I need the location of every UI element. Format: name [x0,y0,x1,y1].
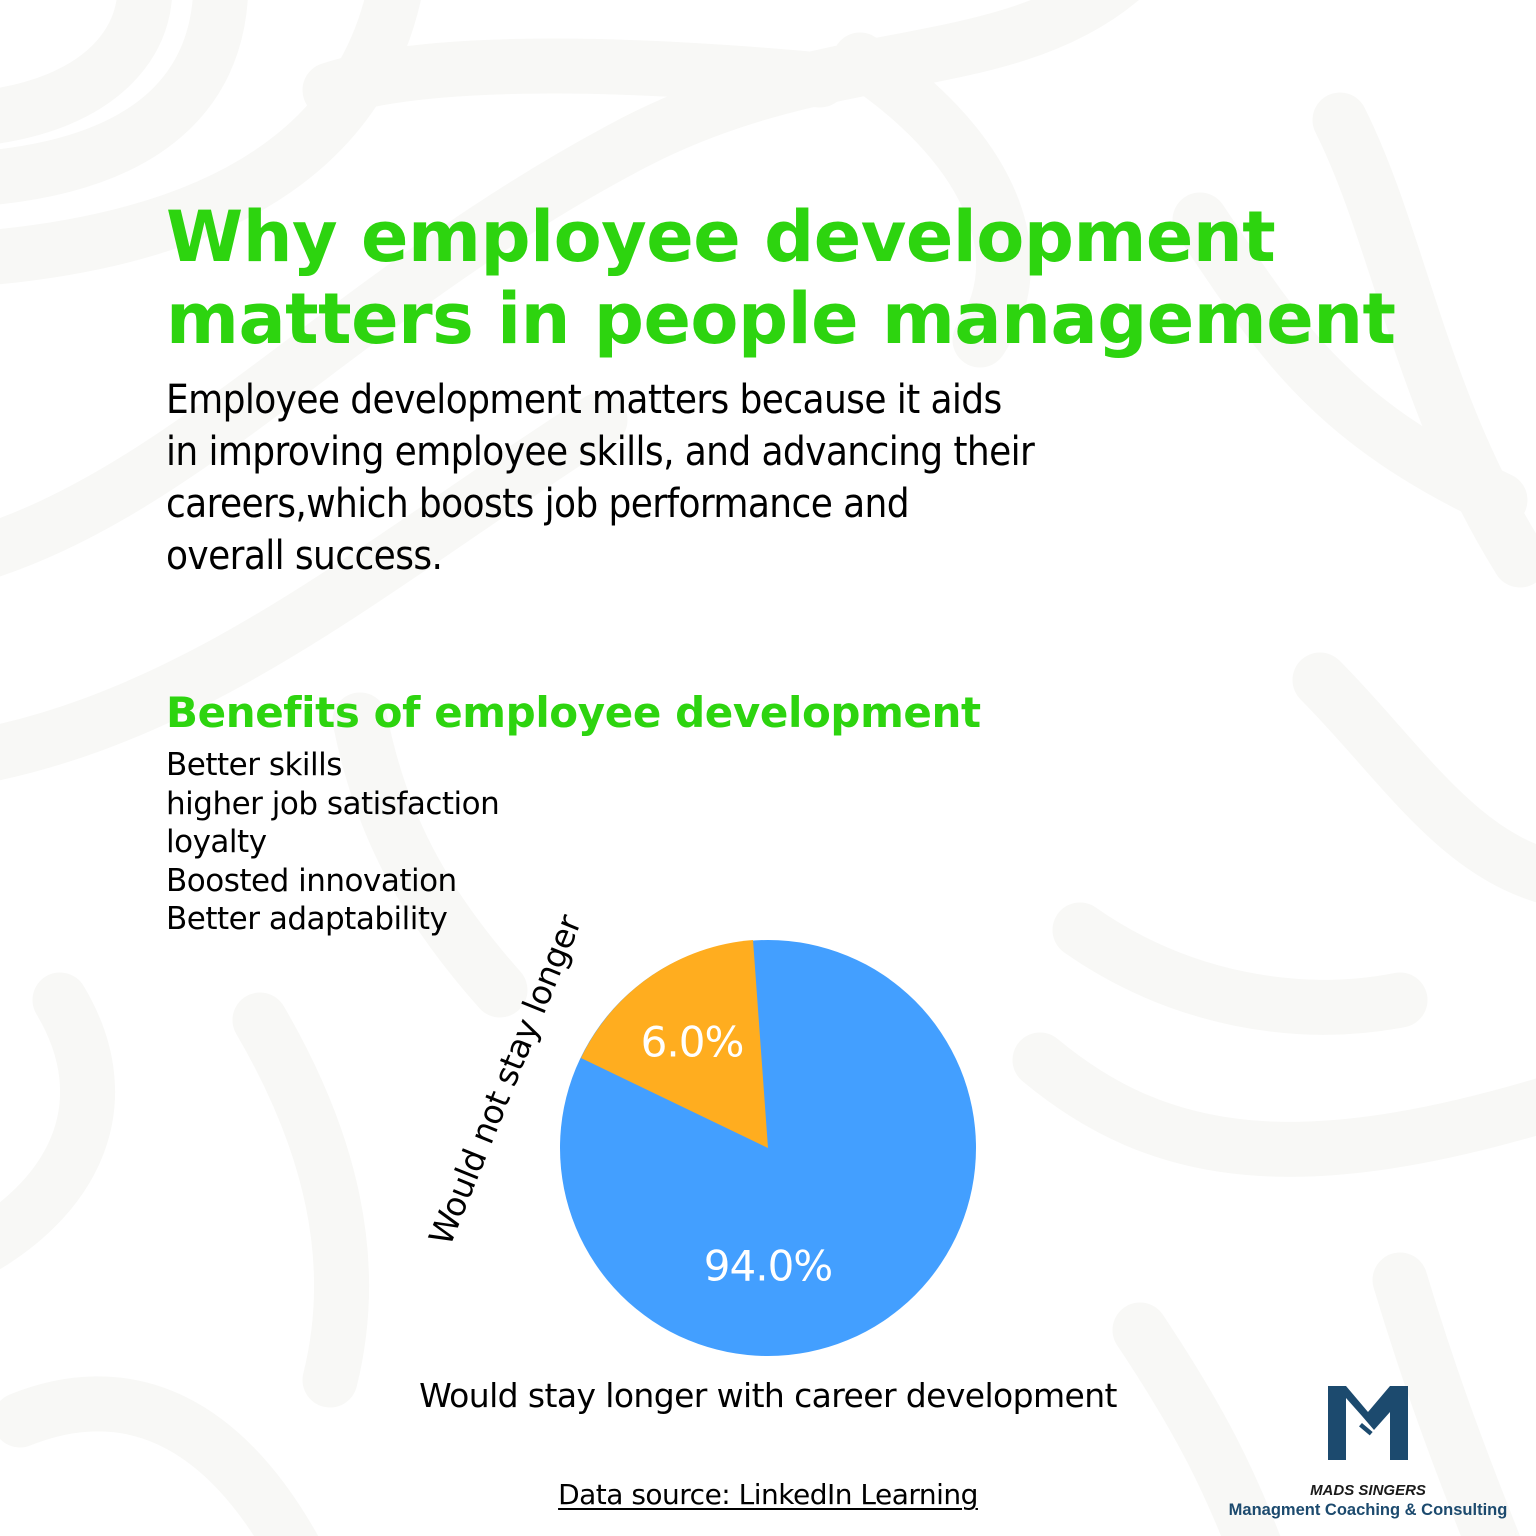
brand-logo: MADS SINGERS Managment Coaching & Consul… [1200,1386,1536,1520]
intro-line: Employee development matters because it … [166,377,1002,423]
intro-line: overall success. [166,533,443,579]
brand-name: MADS SINGERS [1310,1482,1426,1499]
pie-value-label-not-stay: 6.0% [640,1017,745,1067]
intro-paragraph: Employee development matters because it … [166,374,1366,582]
data-source: Data source: LinkedIn Learning [0,1478,1536,1511]
list-item: Boosted innovation [166,862,457,899]
page-title: Why employee development matters in peop… [166,196,1466,360]
list-item: Better skills [166,747,342,783]
pie-slice-not-stay [581,940,768,1148]
m-logo-icon [1328,1386,1408,1460]
title-line-2: matters in people management [166,278,1396,360]
data-source-link[interactable]: Data source: LinkedIn Learning [558,1478,978,1511]
list-item: Better adaptability [166,901,448,938]
brand-tagline: Managment Coaching & Consulting [1228,1501,1508,1519]
list-item: loyalty [166,824,267,861]
title-line-1: Why employee development [166,196,1276,278]
benefits-heading: Benefits of employee development [166,688,981,737]
pie-chart: 6.0% 94.0% [558,938,978,1358]
pie-category-label-stay: Would stay longer with career developmen… [419,1376,1117,1415]
pie-value-label-stay: 94.0% [703,1241,833,1291]
intro-line: in improving employee skills, and advanc… [166,429,1035,475]
list-item: higher job satisfaction [166,785,500,822]
benefits-list: Better skills higher job satisfaction lo… [166,746,500,939]
intro-line: careers,which boosts job performance and [166,481,910,527]
